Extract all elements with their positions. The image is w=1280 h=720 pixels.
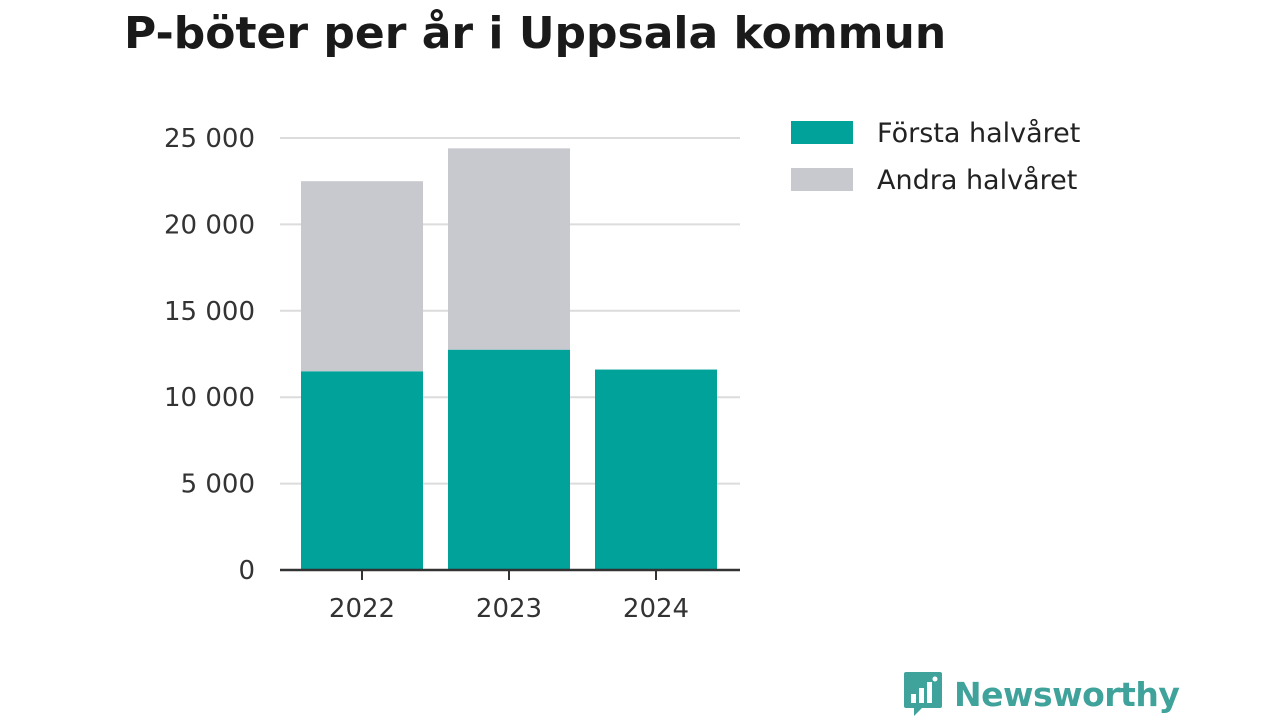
y-tick-label: 20 000 [164,210,255,240]
y-tick-label: 0 [238,556,255,586]
brand-name: Newsworthy [954,674,1180,714]
bar-2022-forsta [301,371,423,570]
y-tick-label: 15 000 [164,297,255,327]
bar-chart-speech-bubble-icon [904,672,942,716]
bar-2023-andra [448,148,570,350]
x-axis [280,568,740,580]
x-tick-labels: 2022 2023 2024 [329,594,689,624]
y-tick-label: 25 000 [164,124,255,154]
y-tick-labels: 0 5 000 10 000 15 000 20 000 25 000 [164,124,255,586]
bar-2023-forsta [448,349,570,570]
legend-label: Första halvåret [877,118,1080,149]
legend: Första halvåret Andra halvåret [791,118,1080,196]
legend-label: Andra halvåret [877,165,1077,196]
x-tick-label: 2023 [476,594,542,624]
x-tick-label: 2024 [623,594,689,624]
bar-2024-forsta [595,369,717,570]
brand-logo: Newsworthy [902,670,1180,718]
chart-title: P-böter per år i Uppsala kommun [124,8,947,59]
legend-swatch [791,168,853,191]
y-tick-label: 10 000 [164,383,255,413]
x-tick-label: 2022 [329,594,395,624]
bars [301,148,717,570]
legend-swatch [791,121,853,144]
bar-2022-andra [301,181,423,372]
y-tick-label: 5 000 [181,470,255,500]
